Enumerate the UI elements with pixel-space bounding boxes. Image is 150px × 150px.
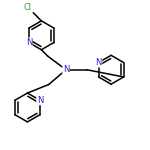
- Text: Cl: Cl: [24, 3, 32, 12]
- Text: N: N: [26, 38, 32, 47]
- Text: N: N: [63, 65, 69, 74]
- Text: N: N: [95, 58, 102, 67]
- Text: N: N: [37, 96, 43, 105]
